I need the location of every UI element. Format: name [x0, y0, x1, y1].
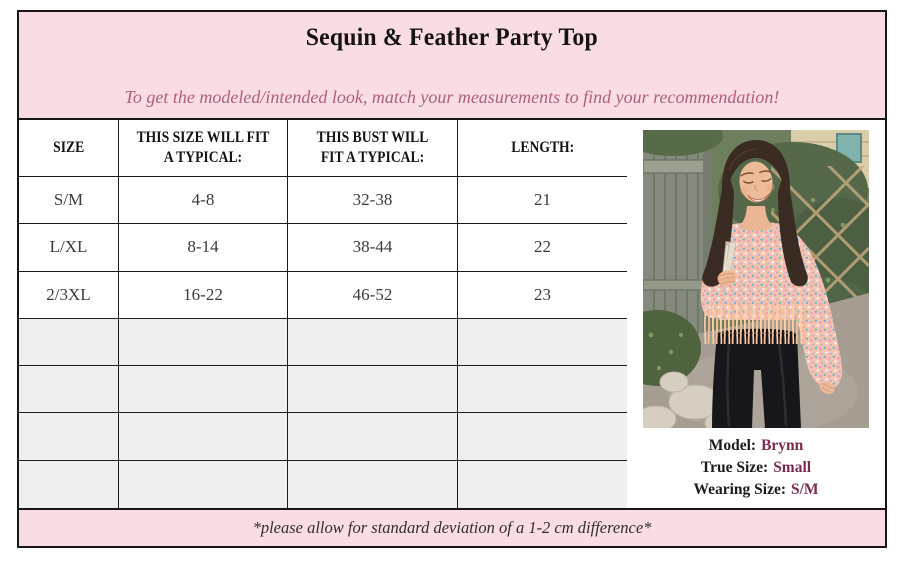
footer-note: *please allow for standard deviation of … — [252, 518, 652, 537]
empty-cell — [458, 413, 627, 461]
table-cell-length: 23 — [458, 271, 627, 319]
empty-cell — [19, 413, 119, 461]
photo-panel: Model: Brynn True Size: Small Wearing Size… — [627, 120, 885, 508]
header-band: Sequin & Feather Party Top To get the mo… — [19, 12, 885, 120]
main-content: SIZE THIS SIZE WILL FIT A TYPICAL: THIS … — [19, 120, 885, 508]
model-info-line: True Size: Small — [693, 457, 818, 479]
model-info-line: Wearing Size: S/M — [693, 479, 818, 501]
table-cell-length: 22 — [458, 224, 627, 272]
empty-cell — [19, 460, 119, 508]
empty-cell — [458, 318, 627, 367]
empty-cell — [119, 318, 288, 367]
table-cell-length: 21 — [458, 177, 627, 225]
table-cell-fit: 4-8 — [119, 177, 288, 225]
empty-cell — [119, 460, 288, 508]
size-chart-sheet: Sequin & Feather Party Top To get the mo… — [17, 10, 887, 548]
model-label: Model: — [708, 437, 757, 454]
column-header-size: SIZE — [19, 120, 119, 177]
column-header-bust: THIS BUST WILL FIT A TYPICAL: — [288, 120, 458, 177]
column-header-length: LENGTH: — [458, 120, 627, 177]
empty-cell — [288, 366, 458, 414]
empty-cell — [288, 413, 458, 461]
table-cell-size: 2/3XL — [19, 271, 119, 319]
empty-cell — [19, 318, 119, 367]
model-value: Brynn — [761, 437, 804, 454]
table-cell-bust: 32-38 — [288, 177, 458, 225]
column-header-fit: THIS SIZE WILL FIT A TYPICAL: — [119, 120, 288, 177]
footer-band: *please allow for standard deviation of … — [19, 508, 885, 546]
table-cell-bust: 38-44 — [288, 224, 458, 272]
empty-cell — [19, 366, 119, 414]
true-size-value: Small — [773, 459, 812, 476]
table-cell-fit: 16-22 — [119, 271, 288, 319]
header-subtitle: To get the modeled/intended look, match … — [124, 87, 780, 107]
page-title: Sequin & Feather Party Top — [305, 24, 599, 51]
empty-cell — [119, 366, 288, 414]
model-info-line: Model: Brynn — [693, 435, 818, 457]
true-size-label: True Size: — [700, 459, 769, 476]
size-table: SIZE THIS SIZE WILL FIT A TYPICAL: THIS … — [19, 120, 627, 508]
empty-cell — [288, 460, 458, 508]
model-info: Model: Brynn True Size: Small Wearing Size… — [693, 435, 818, 501]
empty-cell — [119, 413, 288, 461]
table-cell-size: S/M — [19, 177, 119, 225]
empty-cell — [288, 318, 458, 367]
wearing-size-value: S/M — [791, 481, 819, 498]
wearing-size-label: Wearing Size: — [693, 481, 786, 498]
empty-cell — [458, 366, 627, 414]
empty-cell — [458, 460, 627, 508]
model-photo — [643, 130, 869, 428]
table-cell-bust: 46-52 — [288, 271, 458, 319]
table-cell-size: L/XL — [19, 224, 119, 272]
table-cell-fit: 8-14 — [119, 224, 288, 272]
